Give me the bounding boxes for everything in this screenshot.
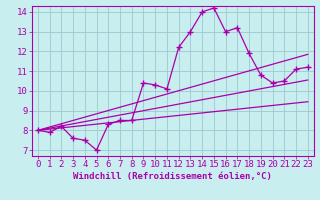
X-axis label: Windchill (Refroidissement éolien,°C): Windchill (Refroidissement éolien,°C)	[73, 172, 272, 181]
